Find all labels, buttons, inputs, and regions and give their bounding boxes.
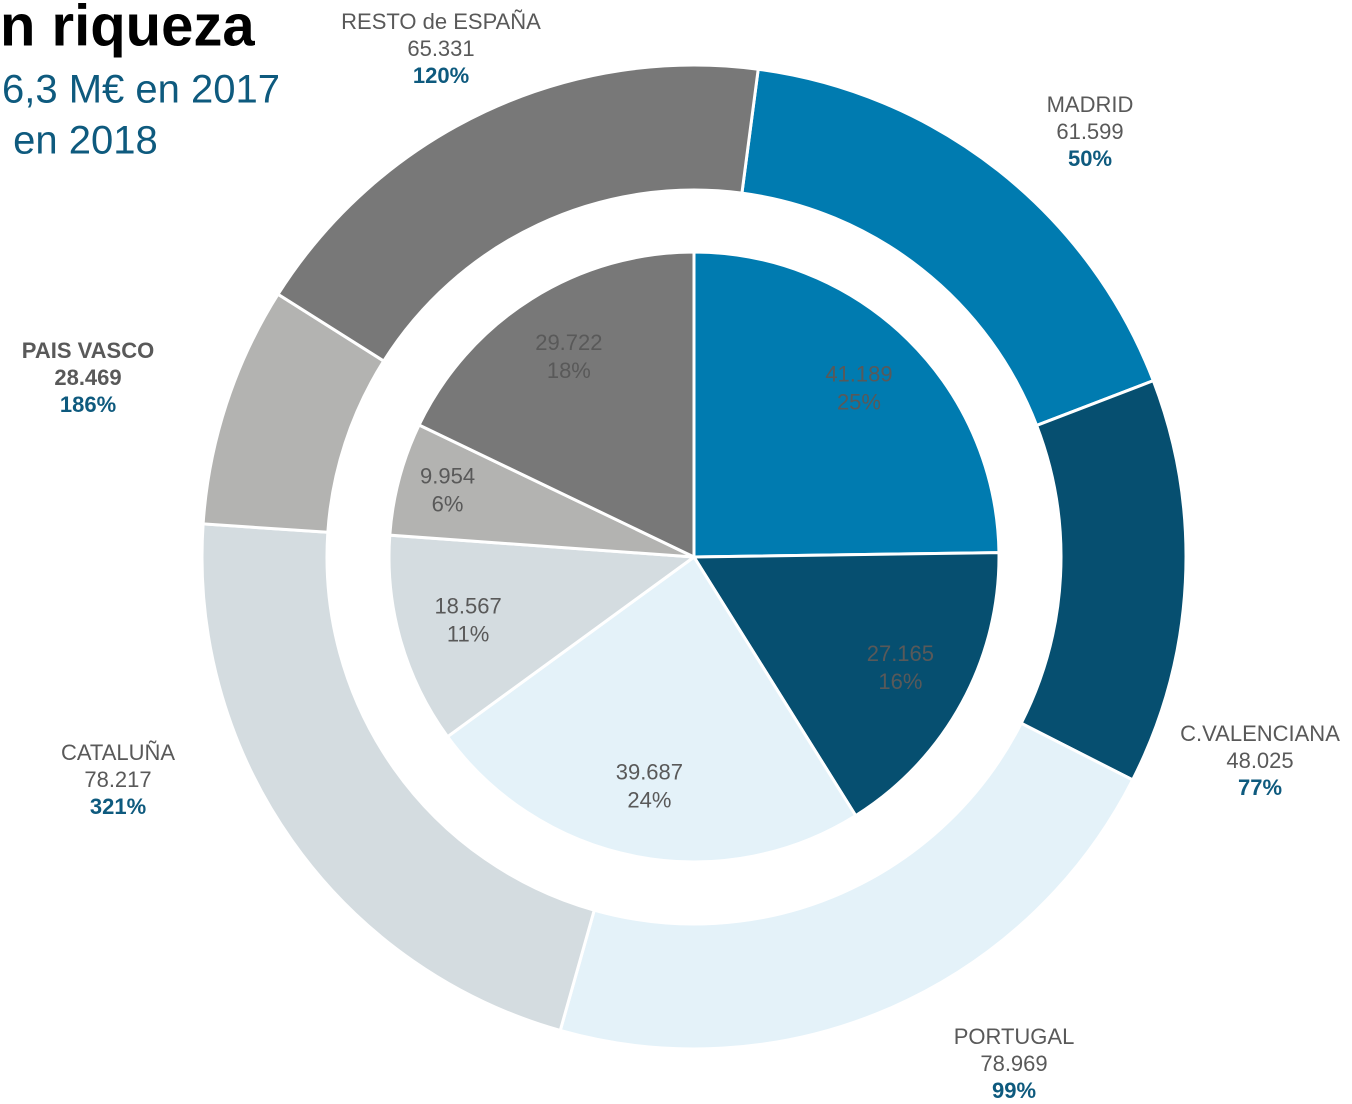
growth-label: 321% bbox=[90, 794, 146, 819]
share-label: 25% bbox=[837, 389, 881, 414]
growth-label: 120% bbox=[413, 63, 469, 88]
share-label: 11% bbox=[447, 622, 489, 647]
pie-slice bbox=[445, 554, 858, 864]
value-label: 27.165 bbox=[867, 641, 934, 666]
value-label: 9.954 bbox=[420, 463, 475, 488]
category-label: PORTUGAL bbox=[954, 1024, 1075, 1049]
value-label: 65.331 bbox=[407, 36, 474, 61]
value-label: 78.969 bbox=[980, 1051, 1047, 1076]
value-label: 41.189 bbox=[825, 361, 892, 386]
value-label: 39.687 bbox=[616, 760, 683, 785]
donut-slice bbox=[200, 522, 597, 1033]
category-label: PAIS VASCO bbox=[22, 338, 154, 363]
value-label: 48.025 bbox=[1226, 748, 1293, 773]
value-label: 78.217 bbox=[84, 767, 151, 792]
category-label: CATALUÑA bbox=[61, 740, 175, 765]
growth-label: 77% bbox=[1238, 775, 1282, 800]
growth-label: 50% bbox=[1068, 146, 1112, 171]
pie-slice bbox=[417, 250, 696, 560]
growth-label: 186% bbox=[60, 392, 116, 417]
chart-title: n riqueza bbox=[0, 0, 255, 58]
value-label: 18.567 bbox=[434, 594, 501, 619]
category-label: RESTO de ESPAÑA bbox=[341, 9, 541, 34]
share-label: 6% bbox=[432, 491, 464, 516]
value-label: 28.469 bbox=[54, 365, 121, 390]
pie-slice bbox=[692, 250, 1001, 559]
category-label: MADRID bbox=[1047, 92, 1134, 117]
share-label: 16% bbox=[878, 669, 922, 694]
donut-slice bbox=[1019, 378, 1188, 782]
subtitle: en 2018 bbox=[2, 119, 158, 163]
category-label: C.VALENCIANA bbox=[1180, 721, 1340, 746]
pie-slice bbox=[691, 551, 1001, 818]
subtitle: 6,3 M€ en 2017 bbox=[2, 68, 280, 112]
growth-label: 99% bbox=[992, 1078, 1036, 1103]
donut-slice bbox=[558, 721, 1135, 1051]
pie-slice bbox=[387, 533, 699, 739]
value-label: 29.722 bbox=[535, 330, 602, 355]
share-label: 18% bbox=[547, 358, 591, 383]
donut-slice bbox=[275, 63, 760, 364]
share-label: 24% bbox=[627, 788, 671, 813]
value-label: 61.599 bbox=[1056, 119, 1123, 144]
